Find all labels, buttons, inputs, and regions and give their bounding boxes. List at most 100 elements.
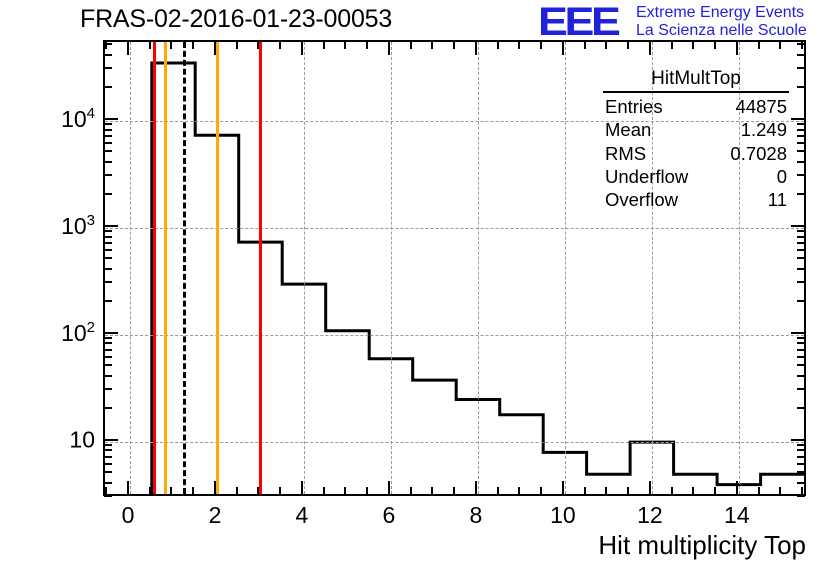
y-tick-minor-right [797,342,805,345]
y-tick-minor-right [797,150,805,153]
x-tick-minor-top [540,41,543,49]
x-tick-minor-top [192,41,195,49]
x-tick-minor-top [627,41,630,49]
x-tick-minor [801,487,804,495]
x-tick-minor-top [170,41,173,49]
x-tick-major [300,481,303,495]
y-tick-minor [104,481,112,484]
page-title: FRAS-02-2016-01-23-00053 [80,5,393,33]
stats-value: 0 [776,165,787,187]
eee-logo-mark: EEE [538,0,621,44]
x-tick-minor-top [757,41,760,49]
x-tick-label: 14 [724,502,750,528]
y-tick-minor-right [797,53,805,56]
gridline-horizontal [105,121,804,123]
y-tick-minor-right [797,388,805,391]
x-tick-minor [670,487,673,495]
marker-line-red-high [259,42,263,494]
y-tick-minor-right [797,248,805,251]
y-tick-minor-right [797,462,805,465]
stats-key: RMS [605,142,647,164]
stats-key: Underflow [605,165,689,187]
gridline-horizontal [105,442,804,444]
y-tick-minor [104,248,112,251]
y-tick-minor [104,174,112,177]
x-tick-minor-top [279,41,282,49]
y-tick-minor [104,67,112,70]
stats-box: HitMultTop Entries 44875 Mean 1.249 RMS 0.702… [601,68,791,211]
y-tick-major-right [791,225,805,228]
stats-rows: Entries 44875 Mean 1.249 RMS 0.7028 Underflow 0… [601,95,791,211]
gridline-vertical [477,42,479,494]
y-tick-major [104,332,118,335]
x-tick-major-top [387,41,390,55]
x-tick-label: 2 [208,502,222,528]
x-tick-major-top [561,41,564,55]
x-tick-minor [692,487,695,495]
y-tick-minor [104,443,112,446]
x-tick-minor [714,487,717,495]
marker-line-mean-line [183,42,187,494]
x-tick-minor [170,487,173,495]
x-tick-minor-top [670,41,673,49]
y-tick-minor [104,374,112,377]
stats-row: Entries 44875 [601,95,791,118]
stats-key: Entries [605,96,663,117]
stats-row: Overflow 11 [601,188,791,211]
y-tick-minor [104,342,112,345]
x-tick-minor-top [148,41,151,49]
y-tick-minor-right [797,134,805,137]
x-tick-minor-top [409,41,412,49]
y-tick-minor [104,348,112,351]
y-tick-minor [104,192,112,195]
x-tick-minor-top [366,41,369,49]
y-tick-minor [104,267,112,270]
x-tick-minor [409,487,412,495]
x-tick-major-top [735,41,738,55]
x-tick-minor-top [235,41,238,49]
x-tick-minor-top [344,41,347,49]
gridline-horizontal [105,228,804,230]
eee-logo: EEE Extreme Energy Events La Scienza nel… [538,0,834,44]
x-tick-minor-top [431,41,434,49]
marker-line-orange-high [215,42,219,494]
y-tick-minor-right [797,128,805,131]
x-tick-label: 8 [469,502,483,528]
x-tick-minor [453,487,456,495]
stats-row: Underflow 0 [601,165,791,188]
y-tick-minor [104,337,112,339]
x-tick-minor [605,487,608,495]
x-tick-label: 0 [121,502,135,528]
y-tick-minor [104,462,112,465]
y-tick-major [104,225,118,228]
y-tick-major [104,118,118,121]
stats-value: 0.7028 [730,142,787,164]
x-tick-major [735,481,738,495]
gridline-horizontal [105,335,804,337]
y-tick-minor-right [797,495,805,497]
y-tick-minor-right [797,455,805,458]
x-tick-minor [279,487,282,495]
gridline-vertical [303,42,305,494]
x-tick-minor [105,487,108,495]
x-tick-minor [192,487,195,495]
y-tick-minor [104,53,112,56]
x-tick-minor-top [583,41,586,49]
x-tick-minor-top [692,41,695,49]
x-axis-title: Hit multiplicity Top [598,530,806,560]
y-tick-major-right [791,439,805,442]
y-tick-minor-right [797,43,805,46]
eee-logo-line2: La Scienza nelle Scuole [636,22,807,39]
x-tick-minor-top [518,41,521,49]
y-tick-minor-right [797,141,805,144]
y-tick-minor [104,406,112,409]
x-tick-minor-top [257,41,260,49]
x-tick-minor-top [496,41,499,49]
y-tick-minor-right [797,443,805,446]
x-tick-major [474,481,477,495]
plot-area [105,42,804,494]
y-tick-minor [104,235,112,238]
x-tick-minor [366,487,369,495]
x-tick-minor-top [714,41,717,49]
